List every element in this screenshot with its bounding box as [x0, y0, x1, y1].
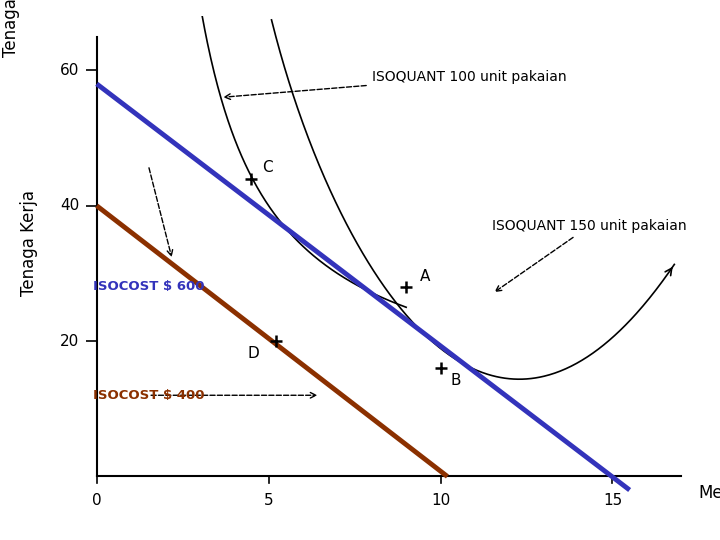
Text: 10: 10 — [431, 494, 450, 509]
Text: ISOCOST $ 400: ISOCOST $ 400 — [94, 389, 204, 402]
Text: 15: 15 — [603, 494, 622, 509]
Text: 5: 5 — [264, 494, 274, 509]
Text: ISOQUANT 100 unit pakaian: ISOQUANT 100 unit pakaian — [225, 70, 567, 99]
Text: 40: 40 — [60, 198, 79, 213]
Text: Tenaga Kerja: Tenaga Kerja — [1, 0, 19, 57]
Text: 20: 20 — [60, 334, 79, 349]
Text: 60: 60 — [60, 63, 79, 78]
Text: Tenaga Kerja: Tenaga Kerja — [19, 190, 38, 296]
Text: C: C — [262, 160, 272, 176]
Text: A: A — [420, 268, 431, 284]
Text: B: B — [451, 374, 462, 388]
Text: ISOQUANT 150 unit pakaian: ISOQUANT 150 unit pakaian — [492, 219, 687, 291]
Text: Mesin: Mesin — [698, 484, 720, 502]
Text: 0: 0 — [92, 494, 102, 509]
Text: D: D — [248, 347, 260, 361]
Text: ISOCOST $ 600: ISOCOST $ 600 — [94, 280, 204, 293]
